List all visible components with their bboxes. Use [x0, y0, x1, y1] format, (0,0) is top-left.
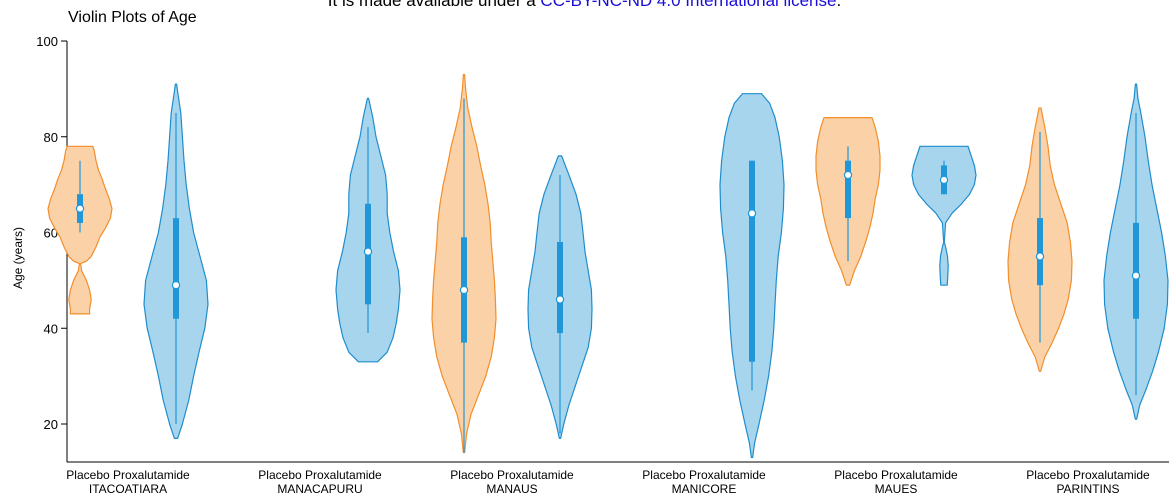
x-arm-labels: Placebo Proxalutamide [642, 468, 766, 482]
x-site-label: ITACOATIARA [89, 482, 167, 496]
iqr-box-manicore-proxalutamide [749, 160, 755, 362]
iqr-box-manaus-proxalutamide [557, 242, 563, 334]
iqr-box-itacoatiara-proxalutamide [173, 218, 179, 319]
license-banner: It is made available under a CC-BY-NC-ND… [0, 0, 1169, 11]
iqr-box-maues-placebo [845, 160, 851, 219]
median-point-maues-proxalutamide [939, 175, 949, 185]
y-tick-label: 40 [44, 321, 58, 336]
y-axis-title: Age (years) [11, 227, 25, 289]
banner-text-before: It is made available under a [327, 0, 536, 10]
x-arm-labels: Placebo Proxalutamide [450, 468, 574, 482]
violin-maues-proxalutamide [911, 145, 977, 286]
x-site-label: PARINTINS [1056, 482, 1119, 496]
median-point-manaus-placebo [459, 285, 469, 295]
median-point-parintins-placebo [1035, 252, 1045, 261]
median-point-parintins-proxalutamide [1131, 271, 1141, 280]
median-point-manicore-proxalutamide [747, 209, 757, 218]
x-arm-labels: Placebo Proxalutamide [258, 468, 382, 482]
x-arm-labels: Placebo Proxalutamide [1026, 468, 1150, 482]
x-arm-labels: Placebo Proxalutamide [834, 468, 958, 482]
x-arm-labels: Placebo Proxalutamide [66, 468, 190, 482]
y-tick-label: 20 [44, 417, 58, 432]
x-site-label: MANICORE [672, 482, 737, 496]
median-point-itacoatiara-proxalutamide [171, 280, 181, 290]
iqr-box-parintins-proxalutamide [1133, 222, 1139, 319]
median-point-manaus-proxalutamide [555, 295, 565, 304]
violins-layer [47, 73, 1169, 459]
chart-title: Violin Plots of Age [68, 9, 197, 26]
x-axis-labels: Placebo ProxalutamideITACOATIARAPlacebo … [66, 468, 1150, 496]
license-link[interactable]: CC-BY-NC-ND 4.0 International license [540, 0, 837, 10]
median-point-manacapuru-proxalutamide [363, 247, 373, 256]
banner-text-after: . [836, 0, 842, 10]
y-tick-label: 80 [44, 130, 58, 145]
iqr-box-parintins-placebo [1037, 218, 1043, 286]
x-site-label: MAUES [875, 482, 918, 496]
y-tick-label: 100 [36, 34, 58, 49]
x-site-label: MANAUS [486, 482, 537, 496]
median-point-maues-placebo [843, 170, 853, 180]
y-tick-label: 60 [44, 226, 58, 241]
median-point-itacoatiara-placebo [75, 204, 85, 213]
x-site-label: MANACAPURU [277, 482, 362, 496]
y-axis: 20 40 60 80 100 [36, 34, 68, 463]
